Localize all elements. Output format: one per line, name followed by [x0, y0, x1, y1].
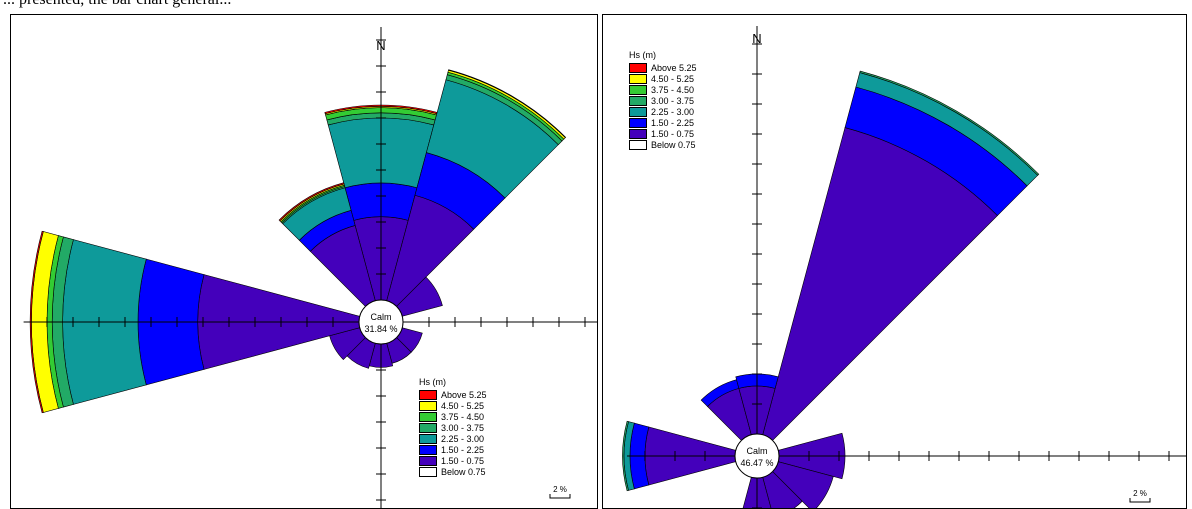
legend-entry: 3.00 - 3.75 [629, 95, 697, 106]
legend-swatch [419, 433, 437, 444]
legend-swatch [419, 389, 437, 400]
wind-sector-band [448, 69, 567, 139]
calm-label: Calm [746, 446, 767, 456]
wind-sector-band [278, 182, 345, 222]
windrose-panel-right: N Calm 46.47 % 2 % Hs (m) Above 5.25 4.50 - … [602, 14, 1187, 509]
legend-swatch [629, 139, 647, 150]
legend-label: Below 0.75 [441, 466, 486, 477]
calm-value: 46.47 % [740, 458, 773, 468]
wind-sector-band [859, 70, 1040, 176]
scale-label: 2 % [553, 485, 567, 494]
wind-sector-band [29, 230, 44, 414]
legend-label: 4.50 - 5.25 [441, 400, 485, 411]
legend-title: Hs (m) [629, 50, 656, 60]
windrose-chart-right: N Calm 46.47 % 2 % [622, 26, 1186, 508]
scale-bracket [549, 494, 571, 499]
legend-label: Below 0.75 [651, 139, 696, 150]
top-caption-fragment: ... presented, the bar chart general... [3, 0, 231, 9]
legend-entry: 3.75 - 4.50 [419, 411, 487, 422]
legend-entry: 2.25 - 3.00 [629, 106, 697, 117]
legend-label: 1.50 - 0.75 [441, 455, 485, 466]
legend-right: Hs (m) Above 5.25 4.50 - 5.25 3.75 - 4.50 3… [629, 50, 697, 150]
legend-label: Above 5.25 [441, 389, 487, 400]
legend-entry: 3.00 - 3.75 [419, 422, 487, 433]
legend-swatch [629, 73, 647, 84]
scale-bar: 2 % [1129, 489, 1151, 503]
legend-label: 2.25 - 3.00 [651, 106, 695, 117]
scale-bracket [1129, 498, 1151, 503]
legend-left: Hs (m) Above 5.25 4.50 - 5.25 3.75 - 4.50 3… [419, 377, 487, 477]
scale-label: 2 % [1133, 489, 1147, 498]
legend-swatch [419, 444, 437, 455]
legend-swatch [419, 411, 437, 422]
wind-sector [762, 70, 1040, 441]
legend-swatch [419, 455, 437, 466]
legend-entry: Below 0.75 [629, 139, 697, 150]
legend-entry: Above 5.25 [419, 389, 487, 400]
legend-label: 1.50 - 2.25 [441, 444, 485, 455]
legend-entry: 4.50 - 5.25 [629, 73, 697, 84]
legend-label: 3.00 - 3.75 [651, 95, 695, 106]
calm-label: Calm [370, 312, 391, 322]
legend-entry: Above 5.25 [629, 62, 697, 73]
legend-entry: Below 0.75 [419, 466, 487, 477]
wind-sector [386, 69, 567, 307]
legend-label: 1.50 - 0.75 [651, 128, 695, 139]
legend-swatch [629, 106, 647, 117]
legend-entry: 1.50 - 2.25 [629, 117, 697, 128]
legend-swatch [629, 128, 647, 139]
north-label: N [376, 38, 385, 53]
wind-sector-band [622, 420, 629, 492]
legend-label: 3.75 - 4.50 [441, 411, 485, 422]
calm-circle [358, 299, 404, 345]
legend-label: 1.50 - 2.25 [651, 117, 695, 128]
legend-entry: 3.75 - 4.50 [629, 84, 697, 95]
calm-circle [734, 433, 780, 479]
legend-label: Above 5.25 [651, 62, 697, 73]
legend-label: 4.50 - 5.25 [651, 73, 695, 84]
windrose-chart-left: N Calm 31.84 % 2 % [23, 27, 597, 508]
legend-swatch [419, 466, 437, 477]
legend-swatch [419, 422, 437, 433]
legend-entry: 1.50 - 0.75 [629, 128, 697, 139]
axes [23, 27, 597, 508]
legend-label: 2.25 - 3.00 [441, 433, 485, 444]
legend-label: 3.00 - 3.75 [441, 422, 485, 433]
legend-swatch [629, 62, 647, 73]
legend-swatch [419, 400, 437, 411]
legend-swatch [629, 95, 647, 106]
wind-sector [278, 182, 376, 307]
legend-label: 3.75 - 4.50 [651, 84, 695, 95]
legend-entry: 1.50 - 2.25 [419, 444, 487, 455]
legend-entry: 4.50 - 5.25 [419, 400, 487, 411]
north-label: N [752, 31, 761, 46]
legend-title: Hs (m) [419, 377, 446, 387]
legend-swatch [629, 117, 647, 128]
legend-entry: 1.50 - 0.75 [419, 455, 487, 466]
axes [627, 26, 1186, 508]
scale-bar: 2 % [549, 485, 571, 499]
calm-value: 31.84 % [364, 324, 397, 334]
legend-entry: 2.25 - 3.00 [419, 433, 487, 444]
windrose-panel-left: N Calm 31.84 % 2 % Hs (m) Above 5.25 4.50 - … [10, 14, 598, 509]
legend-swatch [629, 84, 647, 95]
